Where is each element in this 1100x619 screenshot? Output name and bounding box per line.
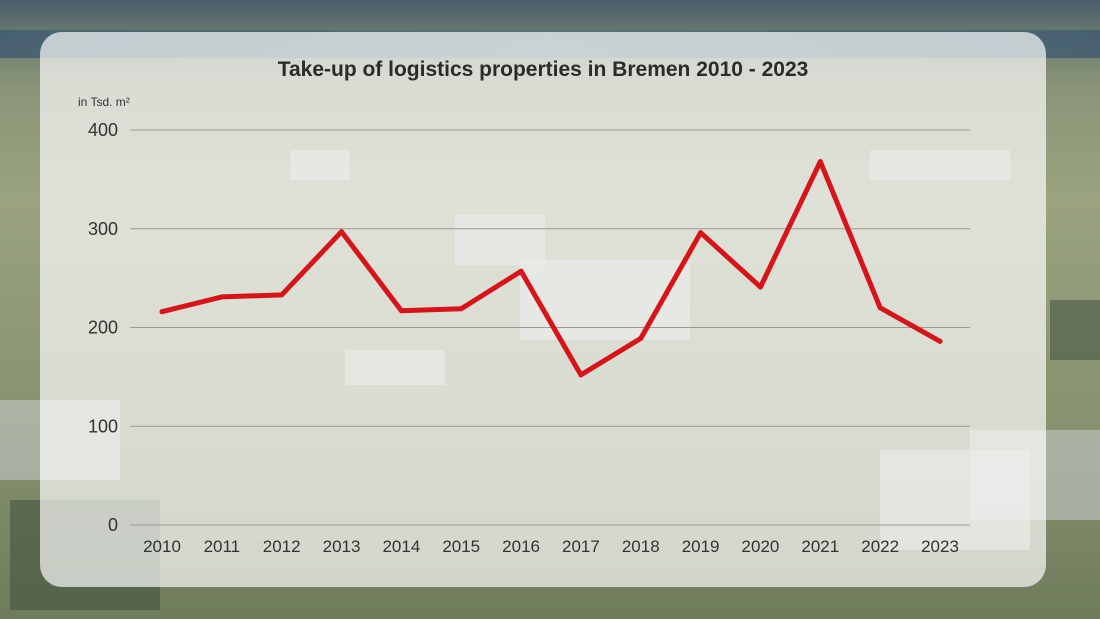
x-tick-label: 2011 <box>204 537 241 556</box>
data-point-2011 <box>219 294 225 300</box>
x-tick-label: 2016 <box>502 537 540 556</box>
data-point-2021 <box>817 159 823 165</box>
y-axis-ticks: 0 100 200 300 400 <box>88 120 118 535</box>
gridlines <box>130 129 970 526</box>
data-point-2016 <box>518 268 524 274</box>
x-tick-label: 2021 <box>801 537 839 556</box>
x-tick-label: 2015 <box>442 537 480 556</box>
x-tick-label: 2013 <box>323 537 361 556</box>
chart-title: Take-up of logistics properties in Breme… <box>277 58 809 81</box>
data-point-2012 <box>279 292 285 298</box>
x-tick-label: 2017 <box>562 537 600 556</box>
data-point-2018 <box>638 335 644 341</box>
data-point-2022 <box>877 305 883 311</box>
y-tick-label: 200 <box>88 318 118 338</box>
y-tick-label: 400 <box>88 120 118 140</box>
y-tick-label: 0 <box>108 515 118 535</box>
x-tick-label: 2023 <box>921 537 959 556</box>
x-tick-label: 2014 <box>382 537 420 556</box>
data-point-2020 <box>757 284 763 290</box>
container-yard <box>1050 300 1100 360</box>
x-tick-label: 2012 <box>263 537 301 556</box>
y-tick-label: 100 <box>88 416 118 436</box>
x-tick-label: 2019 <box>682 537 720 556</box>
x-tick-label: 2018 <box>622 537 660 556</box>
data-point-2010 <box>159 309 165 315</box>
data-point-2015 <box>458 306 464 312</box>
y-axis-unit-label: in Tsd. m² <box>78 95 130 109</box>
x-axis-ticks: 2010 2011 2012 2013 2014 2015 2016 2017 2018 2019… <box>143 537 959 556</box>
data-point-2013 <box>339 229 345 235</box>
data-point-2014 <box>398 308 404 314</box>
series-lines <box>159 159 943 378</box>
x-tick-label: 2010 <box>143 537 181 556</box>
series-line <box>159 159 943 378</box>
x-tick-label: 2022 <box>861 537 899 556</box>
x-tick-label: 2020 <box>742 537 780 556</box>
data-point-2023 <box>937 338 943 344</box>
data-point-2019 <box>698 230 704 236</box>
data-point-2017 <box>578 372 584 378</box>
y-tick-label: 300 <box>88 219 118 239</box>
